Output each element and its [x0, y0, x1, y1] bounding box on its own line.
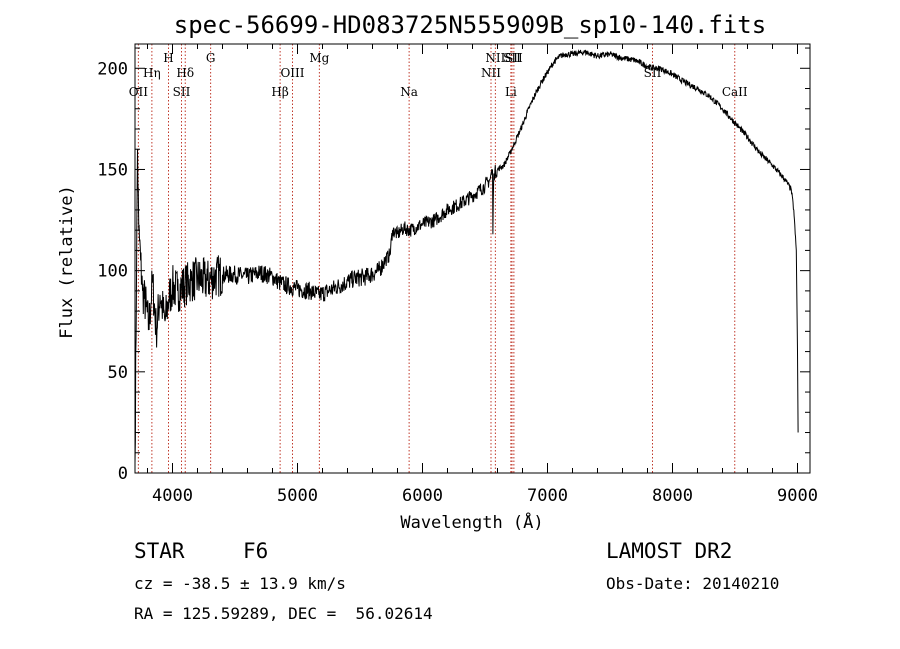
spectral-line-label: CaII	[722, 85, 748, 99]
axis-ticks: 4000 5000 6000 7000 8000 9000 0 50 100 150 200	[97, 44, 818, 506]
x-tick-label: 9000	[777, 486, 818, 506]
spectral-line-label: NII	[481, 66, 501, 80]
plot-frame	[134, 43, 811, 474]
spectral-line-label: Na	[400, 85, 418, 99]
x-tick-label: 5000	[277, 486, 318, 506]
spectral-line-label: OIII	[280, 66, 304, 80]
redshift-label: cz = -38.5 ± 13.9 km/s	[134, 574, 346, 593]
x-tick-label: 8000	[652, 486, 693, 506]
y-tick-label: 150	[97, 160, 128, 180]
spectral-line-label: Hη	[143, 66, 161, 80]
spectrum-series	[134, 49, 799, 463]
x-tick-label: 6000	[402, 486, 443, 506]
spectral-line-label: SII	[503, 51, 521, 65]
spectral-line-label: H	[163, 51, 173, 65]
spectral-line-label: Li	[505, 85, 517, 99]
spectral-line-label: SII	[173, 85, 191, 99]
spectral-line-label: Hδ	[176, 66, 194, 80]
x-axis-label: Wavelength (Å)	[400, 511, 543, 533]
spectral-line-labels: OIIHηHSIIHδGHβOIIIMgNaNIINIILiSIISIISIIC…	[129, 51, 748, 99]
survey-label: LAMOST DR2	[606, 539, 733, 563]
y-tick-label: 0	[118, 464, 128, 484]
subclass-label: F6	[243, 539, 269, 563]
y-tick-label: 50	[108, 363, 128, 383]
spectral-line-label: G	[206, 51, 216, 65]
spectral-line-markers	[137, 44, 736, 473]
spectral-line-label: Mg	[309, 51, 329, 65]
spectral-line-label: NII	[485, 51, 505, 65]
coordinates-label: RA = 125.59289, DEC = 56.02614	[134, 604, 433, 623]
spectral-line-label: SII	[505, 51, 523, 65]
obs-date-label: Obs-Date: 20140210	[606, 574, 780, 593]
x-tick-label: 7000	[527, 486, 568, 506]
y-tick-label: 100	[97, 262, 128, 282]
y-axis-label: Flux (relative)	[57, 185, 77, 339]
y-tick-label: 200	[97, 59, 128, 79]
class-label: STAR	[134, 539, 185, 563]
spectral-line-label: Hβ	[271, 85, 288, 99]
spectral-line-label: OII	[129, 85, 149, 99]
chart-title: spec-56699-HD083725N555909B_sp10-140.fit…	[174, 11, 766, 39]
x-tick-label: 4000	[152, 486, 193, 506]
